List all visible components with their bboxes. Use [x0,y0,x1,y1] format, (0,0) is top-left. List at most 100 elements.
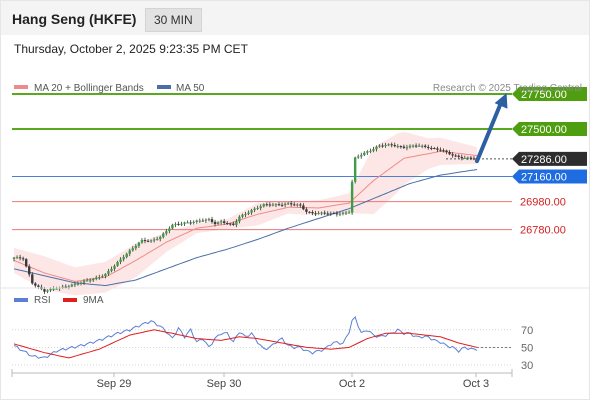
candle [451,151,454,158]
candle [433,147,436,150]
moving-average-layer [13,150,478,287]
resistance-level-label: 27750.00 [512,86,587,101]
candle [436,146,439,153]
candle [85,278,89,282]
support-level-label: 26980.00 [520,197,566,209]
candle [128,248,131,257]
candle [79,281,83,286]
x-tick-label: Oct 2 [339,378,365,390]
candle [238,215,241,224]
candle [110,266,113,273]
rsi-line [13,316,478,359]
candle [454,154,457,158]
candle [222,218,226,225]
candle [329,211,332,216]
candle [101,274,104,279]
candle [466,156,470,161]
candle [73,281,77,287]
candle [311,210,314,216]
candle [293,202,296,207]
rsi-legend: RSI 9MA [14,295,104,306]
candle [390,142,393,148]
candle [366,150,369,155]
x-tick-label: Oct 3 [463,378,489,390]
candle [262,203,265,208]
candle [159,235,162,242]
ma50-legend-label: MA 50 [176,83,205,94]
candle [213,219,217,227]
candle [387,143,390,147]
pivot-level-label: 27160.00 [512,169,587,184]
candle [378,144,381,148]
rsi-legend-swatch [14,298,28,302]
candle [320,211,323,216]
candle [168,226,171,234]
candle [165,228,168,236]
candle [116,260,119,267]
header-bar: Hang Seng (HKFE) 30 MIN [1,1,589,35]
candle [232,221,235,226]
candle [289,200,293,207]
candle [314,210,317,217]
candle [31,272,34,285]
candle [104,273,107,279]
candle [439,147,442,152]
candle [430,145,433,151]
key-levels-layer [12,92,512,231]
svg-text:27750.00: 27750.00 [521,89,567,101]
time-axis: Sep 29 Sep 30 Oct 2 Oct 3 [11,369,513,390]
candle [219,219,223,225]
candle [408,144,412,149]
svg-text:26780.00: 26780.00 [520,225,566,237]
svg-text:27286.00: 27286.00 [521,154,567,166]
candle [18,254,22,261]
svg-text:27160.00: 27160.00 [521,171,567,183]
candle [134,243,138,251]
candle [46,289,49,294]
candle [12,256,16,262]
candle [247,210,250,216]
candle [91,277,95,283]
candle [369,148,372,154]
candle [350,179,354,215]
candle [283,202,287,208]
candle [445,149,448,155]
candle [363,151,366,157]
candle [417,143,421,147]
candle [381,143,384,148]
candle [457,154,460,159]
candle [372,146,375,153]
candle [146,239,150,243]
candle [308,211,311,214]
rsi-ma-line [13,329,478,359]
candle [469,155,473,161]
level-labels-layer: 27750.00 27500.00 27286.00 27160.00 26980.00… [512,86,587,237]
candle [405,144,409,151]
resistance-level-label: 27500.00 [512,121,587,136]
interval-selector[interactable]: 30 MIN [145,8,202,32]
candle [171,223,174,230]
candle [119,257,122,265]
ma50-legend-swatch [157,85,171,89]
rsi-panel: 70 50 30 [12,316,533,372]
rsi-tick-label: 50 [521,342,533,354]
svg-text:27500.00: 27500.00 [521,124,567,136]
candle [201,218,205,222]
candle [149,239,153,243]
candle [286,201,290,205]
candle [384,142,387,148]
candle [21,256,25,262]
candle [353,156,357,184]
candle [402,144,406,150]
rsi-ma-legend-label: 9MA [83,295,104,306]
copyright-text: Research © 2025 Trading Central [433,83,582,94]
candle [226,221,229,226]
candle [241,213,244,219]
candle [317,211,320,215]
candle [52,286,55,292]
candle [162,232,165,239]
ma20-legend-label: MA 20 + Bollinger Bands [34,83,144,94]
candle [424,144,427,149]
